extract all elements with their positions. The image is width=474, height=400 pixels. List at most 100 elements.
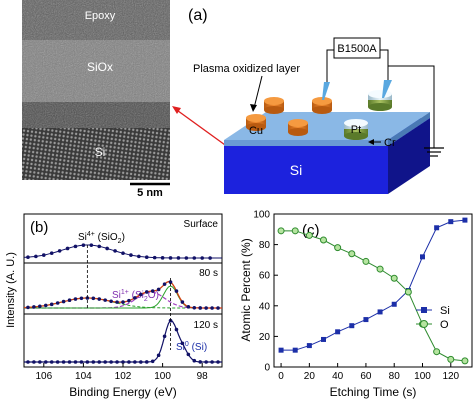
data-point-o <box>334 244 342 252</box>
xps-traces <box>23 243 222 364</box>
data-point-o <box>320 236 327 244</box>
cu-electrode-probed <box>312 97 332 114</box>
x-tick-label: 100 <box>414 371 431 382</box>
data-point-120s <box>216 360 220 364</box>
data-point-si <box>448 219 454 225</box>
legend-marker-o <box>420 320 428 328</box>
data-point-si <box>349 323 355 329</box>
data-point-80s <box>73 297 78 301</box>
data-point-surface <box>152 255 157 260</box>
data-point-120s <box>186 352 191 357</box>
data-point-80s <box>150 289 155 293</box>
data-point-120s <box>79 360 84 364</box>
data-point-si <box>391 301 397 307</box>
data-point-120s <box>103 360 107 364</box>
trace-label-80s: 80 s <box>199 268 218 279</box>
data-point-120s <box>67 360 72 364</box>
data-point-80s <box>198 306 203 310</box>
data-point-surface <box>129 253 133 257</box>
data-point-surface <box>137 254 141 259</box>
data-point-si <box>434 225 440 231</box>
data-point-o <box>277 227 285 235</box>
data-point-80s <box>139 292 143 297</box>
data-point-120s <box>198 360 203 364</box>
annotation-sio2: Si4+ (SiO2) <box>78 231 125 245</box>
data-point-surface <box>176 256 181 260</box>
profile-x-label: Etching Time (s) <box>330 385 417 399</box>
y-tick-label: 40 <box>259 301 271 312</box>
data-point-80s <box>97 297 102 301</box>
data-point-si <box>306 343 312 349</box>
data-point-80s <box>109 299 113 304</box>
data-point-o <box>433 348 441 356</box>
data-point-120s <box>43 360 48 364</box>
xps-x-label: Binding Energy (eV) <box>69 385 176 399</box>
data-point-o <box>376 265 384 273</box>
data-point-si <box>420 254 425 260</box>
data-point-80s <box>156 287 161 292</box>
data-point-80s <box>144 290 149 294</box>
y-tick-label: 0 <box>264 363 270 374</box>
x-tick-label: 60 <box>360 371 372 382</box>
data-point-120s <box>210 360 214 364</box>
data-point-80s <box>61 299 66 304</box>
data-point-120s <box>38 360 42 364</box>
profile-y-label: Atomic Percent (%) <box>239 238 253 341</box>
substrate-label: Si <box>290 162 302 178</box>
data-point-120s <box>115 360 119 364</box>
data-point-o <box>362 257 370 265</box>
data-point-si <box>335 329 341 335</box>
data-point-surface <box>160 256 165 260</box>
x-tick-label: 0 <box>278 371 284 382</box>
data-point-120s <box>144 360 149 364</box>
probe-right <box>382 80 392 98</box>
cu-electrode <box>246 114 266 131</box>
cu-electrode <box>264 97 284 114</box>
series-line-si <box>281 219 465 351</box>
wire-ground <box>388 65 435 148</box>
oxide-layer-top <box>224 112 430 140</box>
data-point-si <box>462 217 468 223</box>
data-point-120s <box>61 360 66 364</box>
data-point-surface <box>121 251 125 256</box>
data-point-surface <box>192 256 197 260</box>
data-point-120s <box>73 360 78 364</box>
series-line-o <box>281 230 465 362</box>
data-point-80s <box>127 298 131 303</box>
data-point-surface <box>113 249 117 253</box>
cu-electrode <box>288 119 308 136</box>
data-point-80s <box>210 306 214 310</box>
data-point-80s <box>133 296 137 300</box>
data-point-80s <box>174 289 179 293</box>
oxide-pointer <box>253 75 263 109</box>
data-point-120s <box>49 360 54 364</box>
xps-x-axis: 106 104 102 100 98 <box>35 363 208 382</box>
profile-series <box>277 217 469 365</box>
tem-image: Epoxy SiOx Si <box>22 0 170 180</box>
data-point-80s <box>26 305 30 310</box>
data-point-o <box>390 274 398 282</box>
tem-label-siox: SiOx <box>87 60 113 74</box>
x-tick-label: 98 <box>197 371 209 382</box>
data-point-o <box>461 357 469 365</box>
xps-chart: (b) Surface 80 s 120 s Si4+ (SiO2) Si1+ … <box>5 213 223 399</box>
x-tick-label: 40 <box>332 371 344 382</box>
data-point-80s <box>168 280 173 284</box>
data-point-surface <box>168 256 173 260</box>
data-point-120s <box>109 360 113 364</box>
x-tick-label: 120 <box>442 371 459 382</box>
pt-cr-electrode <box>344 119 368 140</box>
x-tick-label: 106 <box>35 371 52 382</box>
data-point-120s <box>26 360 30 364</box>
panel-b-label: (b) <box>30 219 48 236</box>
instrument-label: B1500A <box>337 43 377 55</box>
data-point-o <box>305 231 313 239</box>
data-point-surface <box>57 249 62 253</box>
x-tick-label: 104 <box>75 371 92 382</box>
data-point-120s <box>97 360 102 364</box>
ground-icon <box>424 147 444 157</box>
data-point-80s <box>49 302 54 307</box>
y-tick-label: 20 <box>259 332 271 343</box>
data-point-80s <box>91 296 96 301</box>
